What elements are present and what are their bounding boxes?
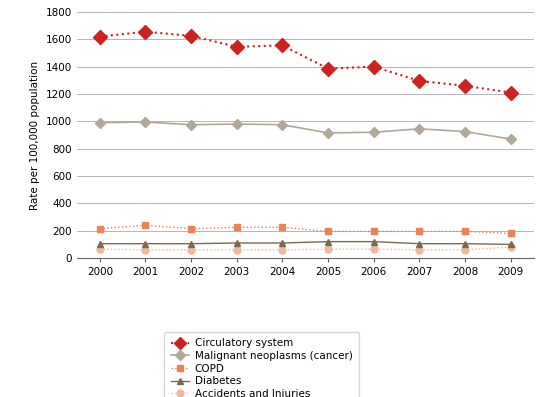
Legend: Circulatory system, Malignant neoplasms (cancer), COPD, Diabetes, Accidents and : Circulatory system, Malignant neoplasms … bbox=[164, 332, 359, 397]
Y-axis label: Rate per 100,000 population: Rate per 100,000 population bbox=[30, 60, 40, 210]
